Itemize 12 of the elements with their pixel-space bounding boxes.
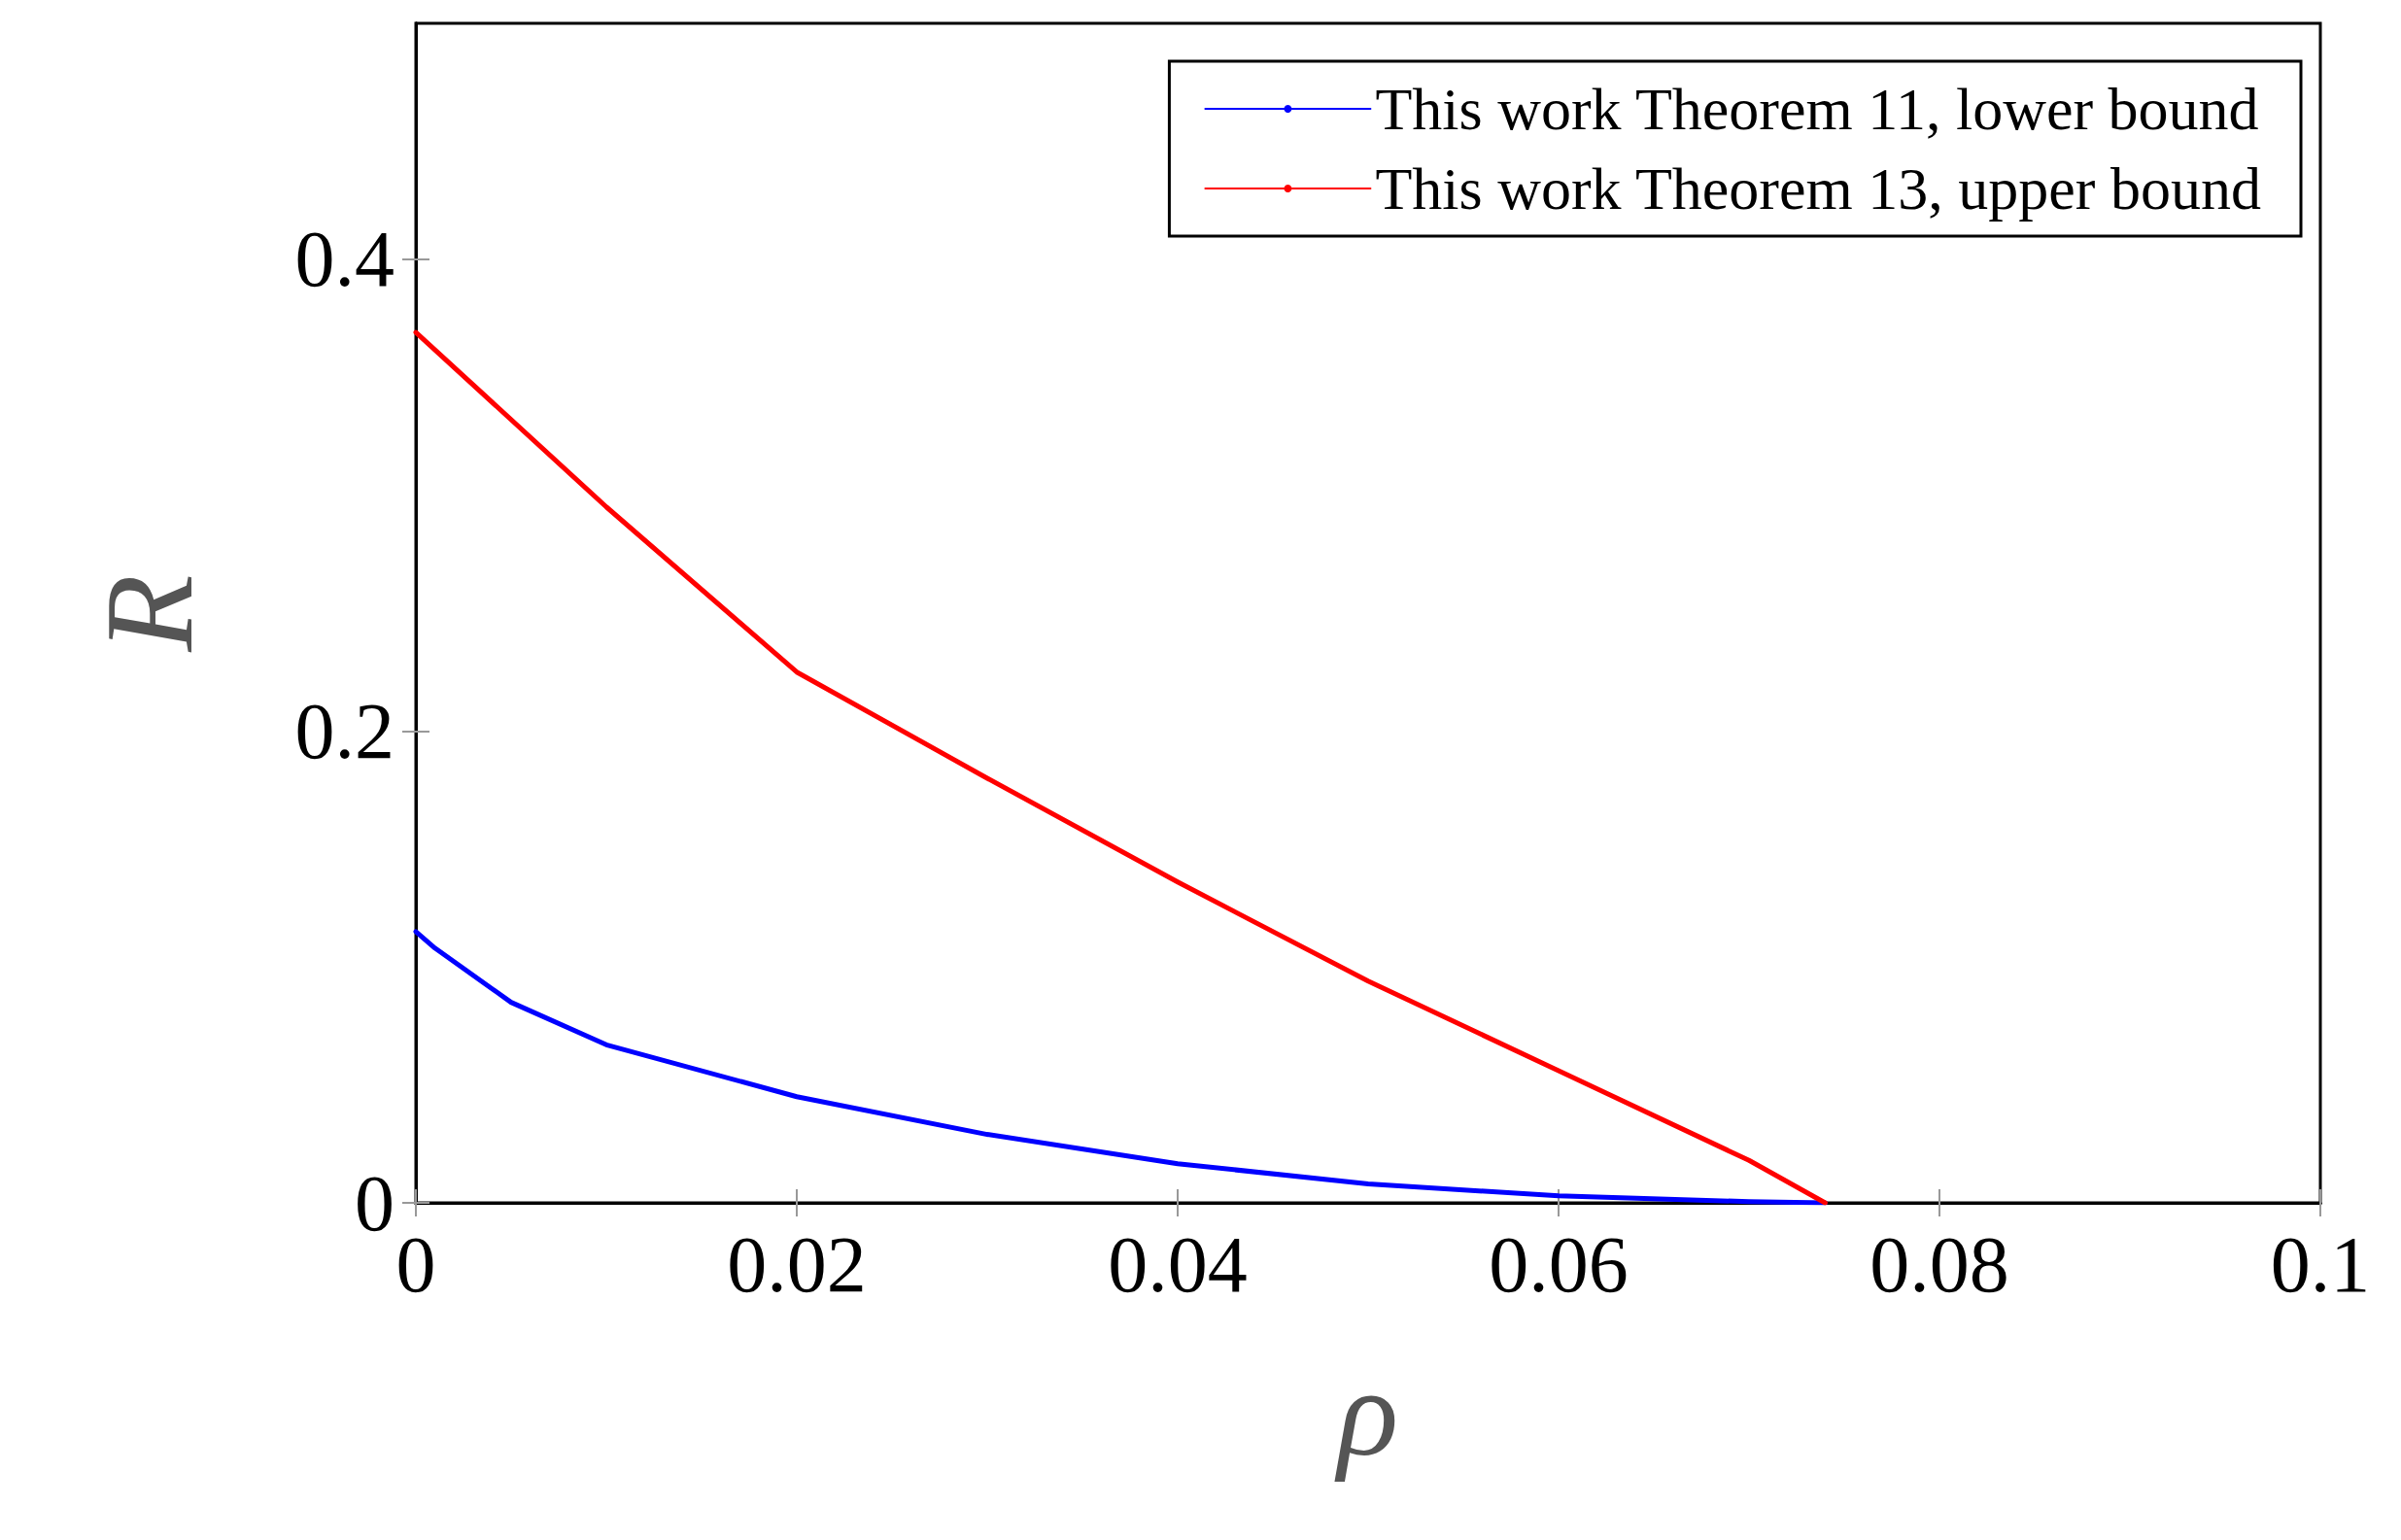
legend-label: This work Theorem 13, upper bound [1375, 155, 2261, 222]
x-axis-title: ρ [1333, 1342, 1399, 1482]
x-tick-label: 0.06 [1489, 1219, 1629, 1309]
legend-label: This work Theorem 11, lower bound [1375, 76, 2259, 142]
x-tick-label: 0.1 [2270, 1219, 2371, 1309]
y-axis-title: R [79, 574, 219, 653]
x-tick-label: 0.04 [1108, 1219, 1248, 1309]
x-tick-label: 0.08 [1869, 1219, 2009, 1309]
y-tick-label: 0 [355, 1158, 394, 1248]
y-tick-label: 0.4 [294, 215, 394, 304]
y-tick-label: 0.2 [294, 686, 394, 775]
x-tick-label: 0.02 [727, 1219, 867, 1309]
